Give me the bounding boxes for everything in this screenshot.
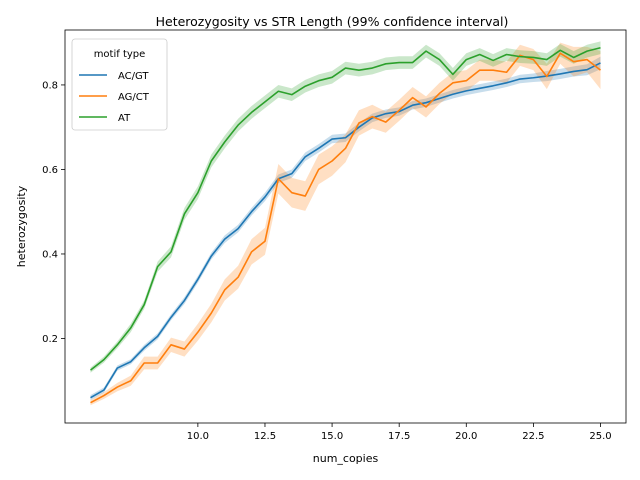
- series-line-ac-gt: [90, 62, 601, 399]
- x-tick-label: 25.0: [589, 431, 611, 442]
- legend-label-ag-ct: AG/CT: [118, 92, 150, 103]
- x-axis-label: num_copies: [313, 452, 379, 465]
- legend-entries: AC/GT AG/CT AT: [79, 71, 150, 124]
- confidence-bands: [90, 41, 601, 406]
- confidence-band-ag-ct: [90, 42, 601, 406]
- y-axis: 0.2 0.4 0.6 0.8: [42, 80, 65, 345]
- y-axis-label: heterozygosity: [15, 185, 28, 267]
- y-tick-label: 0.4: [42, 249, 58, 260]
- x-tick-label: 12.5: [254, 431, 276, 442]
- legend-label-at: AT: [118, 113, 131, 124]
- x-axis: 10.0 12.5 15.0 17.5 20.0 22.5 25.0: [187, 423, 612, 442]
- x-tick-label: 20.0: [455, 431, 477, 442]
- plot-frame: [64, 29, 627, 424]
- y-tick-label: 0.8: [42, 80, 58, 91]
- series-lines: [90, 46, 601, 404]
- x-tick-label: 17.5: [388, 431, 410, 442]
- plot-area: [90, 41, 601, 406]
- legend-label-ac-gt: AC/GT: [118, 71, 149, 82]
- legend-box: [71, 38, 168, 131]
- x-tick-label: 22.5: [522, 431, 544, 442]
- series-line-at: [90, 46, 601, 371]
- confidence-band-at: [90, 41, 601, 373]
- series-line-ag-ct: [90, 52, 601, 404]
- y-tick-label: 0.6: [42, 165, 58, 176]
- x-tick-label: 10.0: [187, 431, 209, 442]
- y-tick-label: 0.2: [42, 334, 58, 345]
- x-tick-label: 15.0: [321, 431, 343, 442]
- legend: motif type AC/GT AG/CT AT: [71, 38, 168, 131]
- legend-title: motif type: [94, 49, 146, 60]
- chart-title: Heterozygosity vs STR Length (99% confid…: [156, 14, 509, 29]
